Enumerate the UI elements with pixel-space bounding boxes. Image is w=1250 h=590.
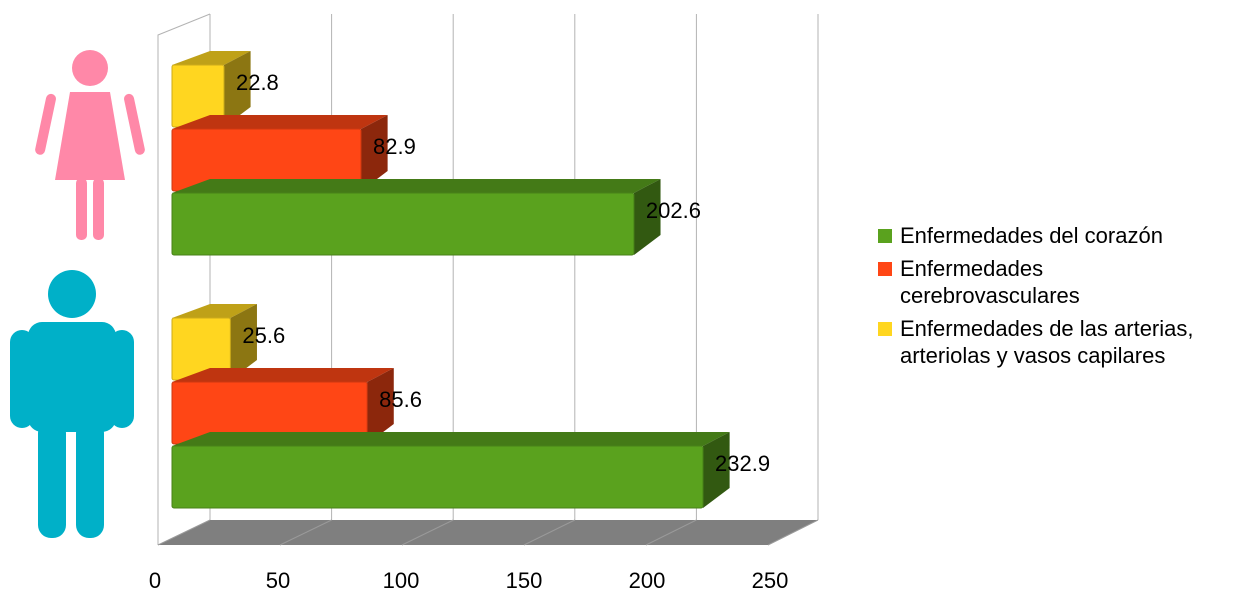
chart-side-wall xyxy=(157,13,211,545)
bar-top-face xyxy=(172,51,251,65)
legend-item: Enfermedades cerebrovasculares xyxy=(878,255,1248,309)
legend: Enfermedades del corazón Enfermedades cer… xyxy=(878,222,1248,375)
bar-top-face xyxy=(172,179,661,193)
x-tick-label: 250 xyxy=(752,568,789,590)
bar-side-face xyxy=(633,179,661,255)
floor-gridline xyxy=(157,519,211,546)
floor-gridline xyxy=(279,519,332,546)
male-figure-icon xyxy=(10,270,134,538)
x-tick-label: 0 xyxy=(149,568,161,590)
data-label: 82.9 xyxy=(373,134,416,159)
bar-top-face xyxy=(172,304,257,318)
floor-gridline xyxy=(645,519,697,546)
data-label: 232.9 xyxy=(715,451,770,476)
legend-label: Enfermedades de las arterias, arteriolas… xyxy=(900,316,1194,368)
x-tick-label: 150 xyxy=(506,568,543,590)
bar-side-face xyxy=(223,51,251,127)
legend-swatch xyxy=(878,322,892,336)
floor-gridline xyxy=(401,519,454,546)
data-label: 202.6 xyxy=(646,198,701,223)
bar-side-face xyxy=(703,432,730,508)
bar xyxy=(171,445,704,509)
legend-item: Enfermedades de las arterias, arteriolas… xyxy=(878,315,1248,369)
data-label: 22.8 xyxy=(236,70,279,95)
bar-side-face xyxy=(367,368,394,444)
floor-gridline xyxy=(767,519,819,546)
x-tick-label: 200 xyxy=(629,568,666,590)
bar-top-face xyxy=(172,368,394,382)
chart-floor xyxy=(158,520,818,545)
bar-top-face xyxy=(172,115,388,129)
legend-label: Enfermedades cerebrovasculares xyxy=(900,256,1080,308)
legend-swatch xyxy=(878,229,892,243)
legend-item: Enfermedades del corazón xyxy=(878,222,1248,249)
legend-swatch xyxy=(878,262,892,276)
x-tick-label: 100 xyxy=(383,568,420,590)
bar-side-face xyxy=(230,304,257,380)
data-label: 25.6 xyxy=(242,323,285,348)
floor-gridline xyxy=(523,519,576,546)
bar-top-face xyxy=(172,432,730,446)
data-label: 85.6 xyxy=(379,387,422,412)
bar xyxy=(171,192,635,256)
bar-side-face xyxy=(361,115,388,191)
legend-label: Enfermedades del corazón xyxy=(900,223,1163,248)
x-tick-label: 50 xyxy=(266,568,290,590)
female-figure-icon xyxy=(35,50,145,240)
